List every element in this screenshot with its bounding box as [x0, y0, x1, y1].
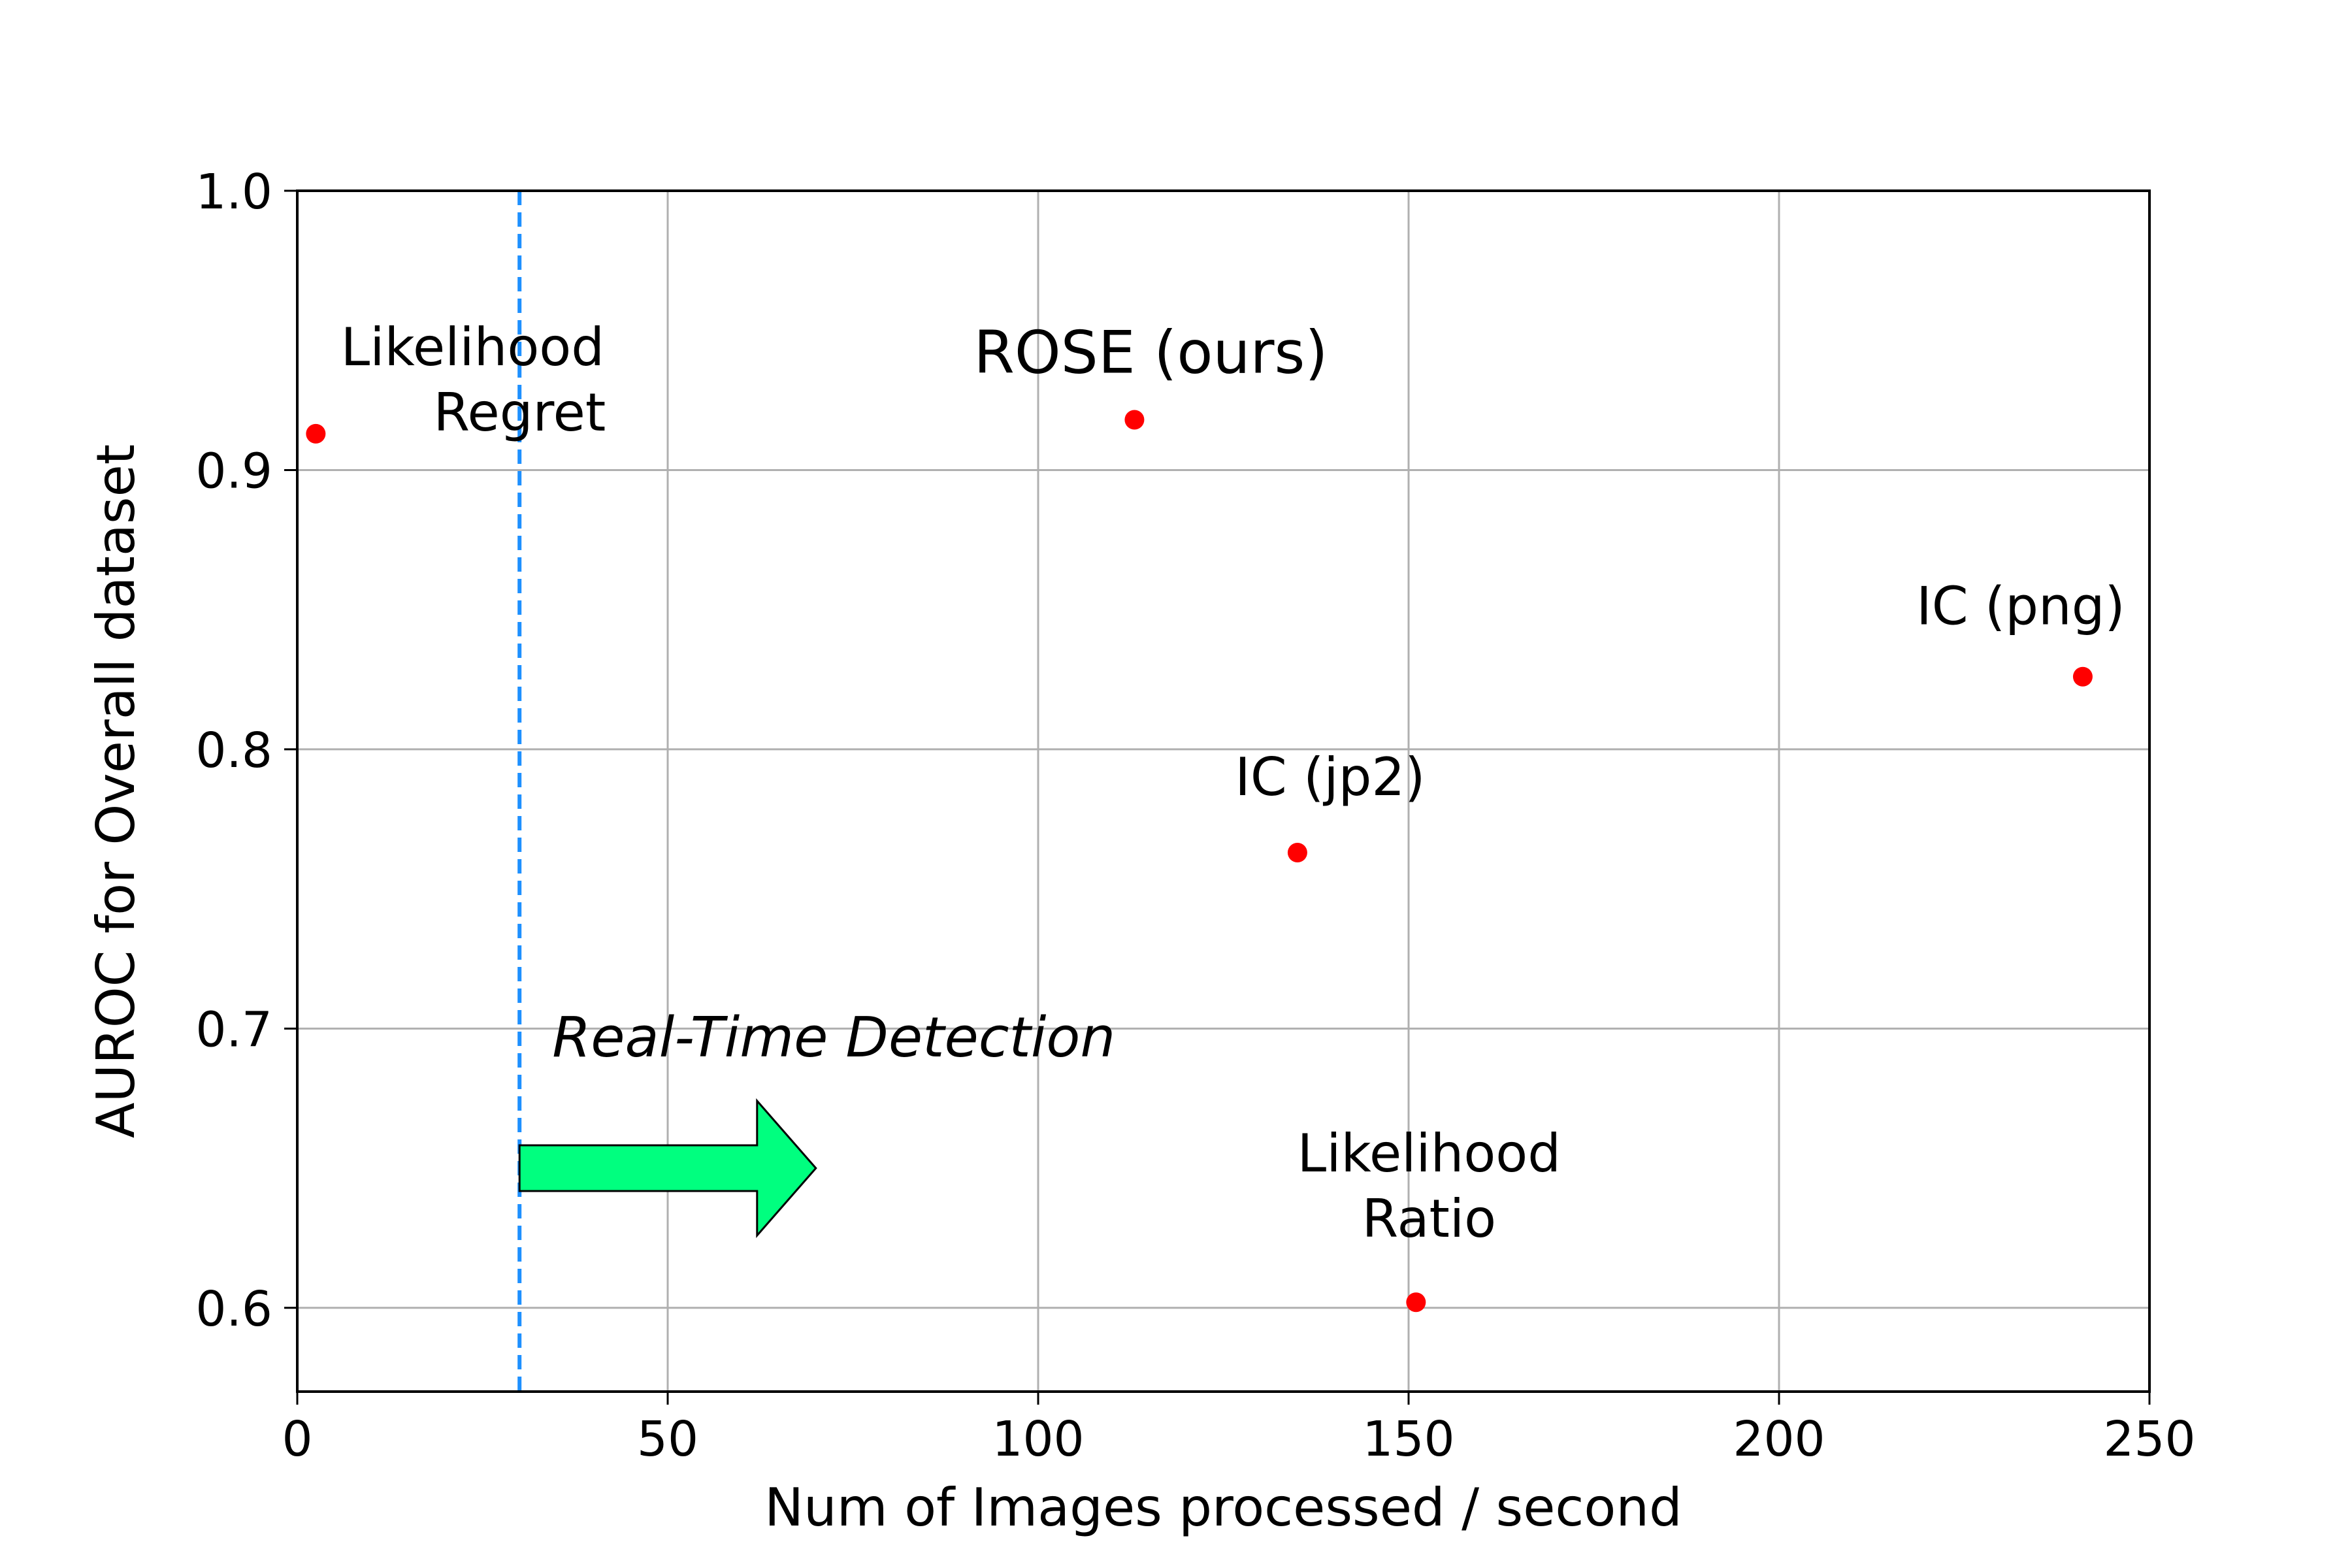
y-tick-label-4: 1.0: [195, 164, 272, 220]
annotation-real-time-detection: Real-Time Detection: [552, 1005, 1115, 1070]
data-point-3: [1287, 843, 1307, 863]
data-point-label-3-0: IC (jp2): [1235, 747, 1425, 808]
y-tick-label-1: 0.7: [195, 1002, 272, 1058]
x-tick-label-0: 0: [282, 1411, 312, 1467]
plot-frame-group: [296, 189, 2151, 1393]
data-point-label-1-0: ROSE (ours): [973, 319, 1328, 387]
data-point-label-4-1: Ratio: [1362, 1188, 1496, 1249]
data-point-label-0-0: Likelihood: [341, 317, 604, 378]
y-axis-title: AUROC for Overall dataset: [86, 444, 146, 1138]
data-point-label-2-0: IC (png): [1916, 576, 2125, 637]
x-tick-label-1: 50: [637, 1411, 698, 1467]
data-point-1: [1124, 410, 1145, 430]
data-point-0: [306, 423, 326, 444]
data-point-label-4-0: Likelihood: [1298, 1123, 1561, 1184]
ticks: 0 50 100 150 200 250 0.6 0.7 0.8 0.9 1.0: [195, 164, 2195, 1467]
plot-frame: [296, 189, 2151, 1393]
x-tick-label-3: 150: [1362, 1411, 1454, 1467]
data-point-2: [2072, 666, 2093, 687]
x-tick-label-5: 250: [2103, 1411, 2195, 1467]
arrow-group: [518, 1098, 817, 1239]
right-arrow-icon: [518, 1098, 817, 1239]
y-tick-label-0: 0.6: [195, 1281, 272, 1337]
data-point-4: [1406, 1292, 1426, 1313]
data-point-label-0-1: Regret: [433, 382, 606, 443]
y-tick-label-2: 0.8: [195, 723, 272, 779]
y-tick-label-3: 0.9: [195, 443, 272, 499]
x-axis-title: Num of Images processed / second: [764, 1477, 1682, 1538]
x-tick-label-2: 100: [992, 1411, 1084, 1467]
x-tick-label-4: 200: [1733, 1411, 1825, 1467]
